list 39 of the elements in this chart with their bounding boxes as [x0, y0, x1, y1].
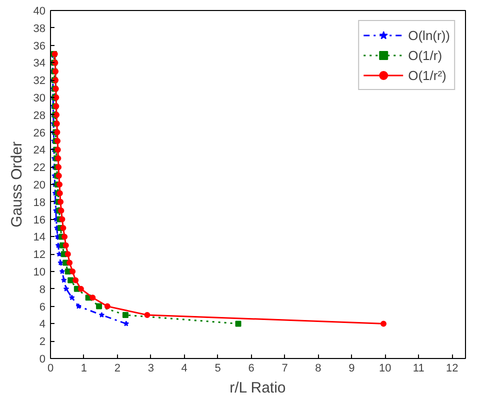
x-tick-label: 0 — [47, 362, 54, 374]
y-tick-label: 38 — [33, 22, 46, 35]
y-tick-label: 30 — [33, 92, 46, 104]
y-tick-label: 18 — [33, 196, 46, 209]
x-tick-label: 12 — [446, 362, 458, 374]
y-tick-label: 34 — [33, 58, 46, 70]
legend-label: O(ln(r)) — [408, 26, 450, 44]
x-tick-label: 5 — [214, 362, 221, 374]
y-tick-label: 0 — [39, 354, 46, 366]
y-tick-label: 24 — [33, 144, 46, 157]
x-tick-label: 3 — [148, 362, 154, 374]
y-tick-label: 12 — [33, 249, 46, 262]
x-tick-label: 2 — [114, 362, 120, 374]
y-tick-label: 36 — [33, 40, 46, 52]
x-tick-label: 11 — [412, 362, 424, 374]
x-tick-label: 8 — [315, 362, 322, 374]
x-tick-label: 6 — [248, 362, 254, 374]
x-tick-label: 10 — [379, 362, 392, 374]
y-tick-label: 14 — [33, 232, 46, 244]
legend-label: O(1/r²) — [408, 66, 446, 84]
y-tick-label: 32 — [33, 75, 46, 88]
x-axis-title: r/L Ratio — [230, 380, 286, 396]
y-tick-label: 26 — [33, 127, 46, 140]
y-tick-label: 4 — [39, 318, 46, 331]
y-tick-label: 22 — [33, 162, 46, 174]
y-tick-label: 8 — [39, 284, 46, 296]
x-tick-label: 9 — [348, 362, 355, 374]
y-tick-label: 10 — [33, 266, 46, 278]
x-tick-label: 4 — [181, 362, 188, 374]
y-tick-label: 6 — [39, 301, 46, 314]
x-tick-label: 1 — [80, 362, 88, 374]
y-tick-label: 20 — [33, 180, 46, 192]
x-tick-label: 7 — [282, 362, 288, 374]
y-axis-title: Gauss Order — [8, 142, 26, 228]
legend-label: O(1/r) — [408, 46, 442, 64]
y-tick-label: 16 — [33, 214, 46, 226]
y-tick-label: 40 — [33, 6, 46, 18]
y-tick-label: 2 — [39, 336, 46, 348]
y-tick-label: 28 — [33, 110, 46, 122]
